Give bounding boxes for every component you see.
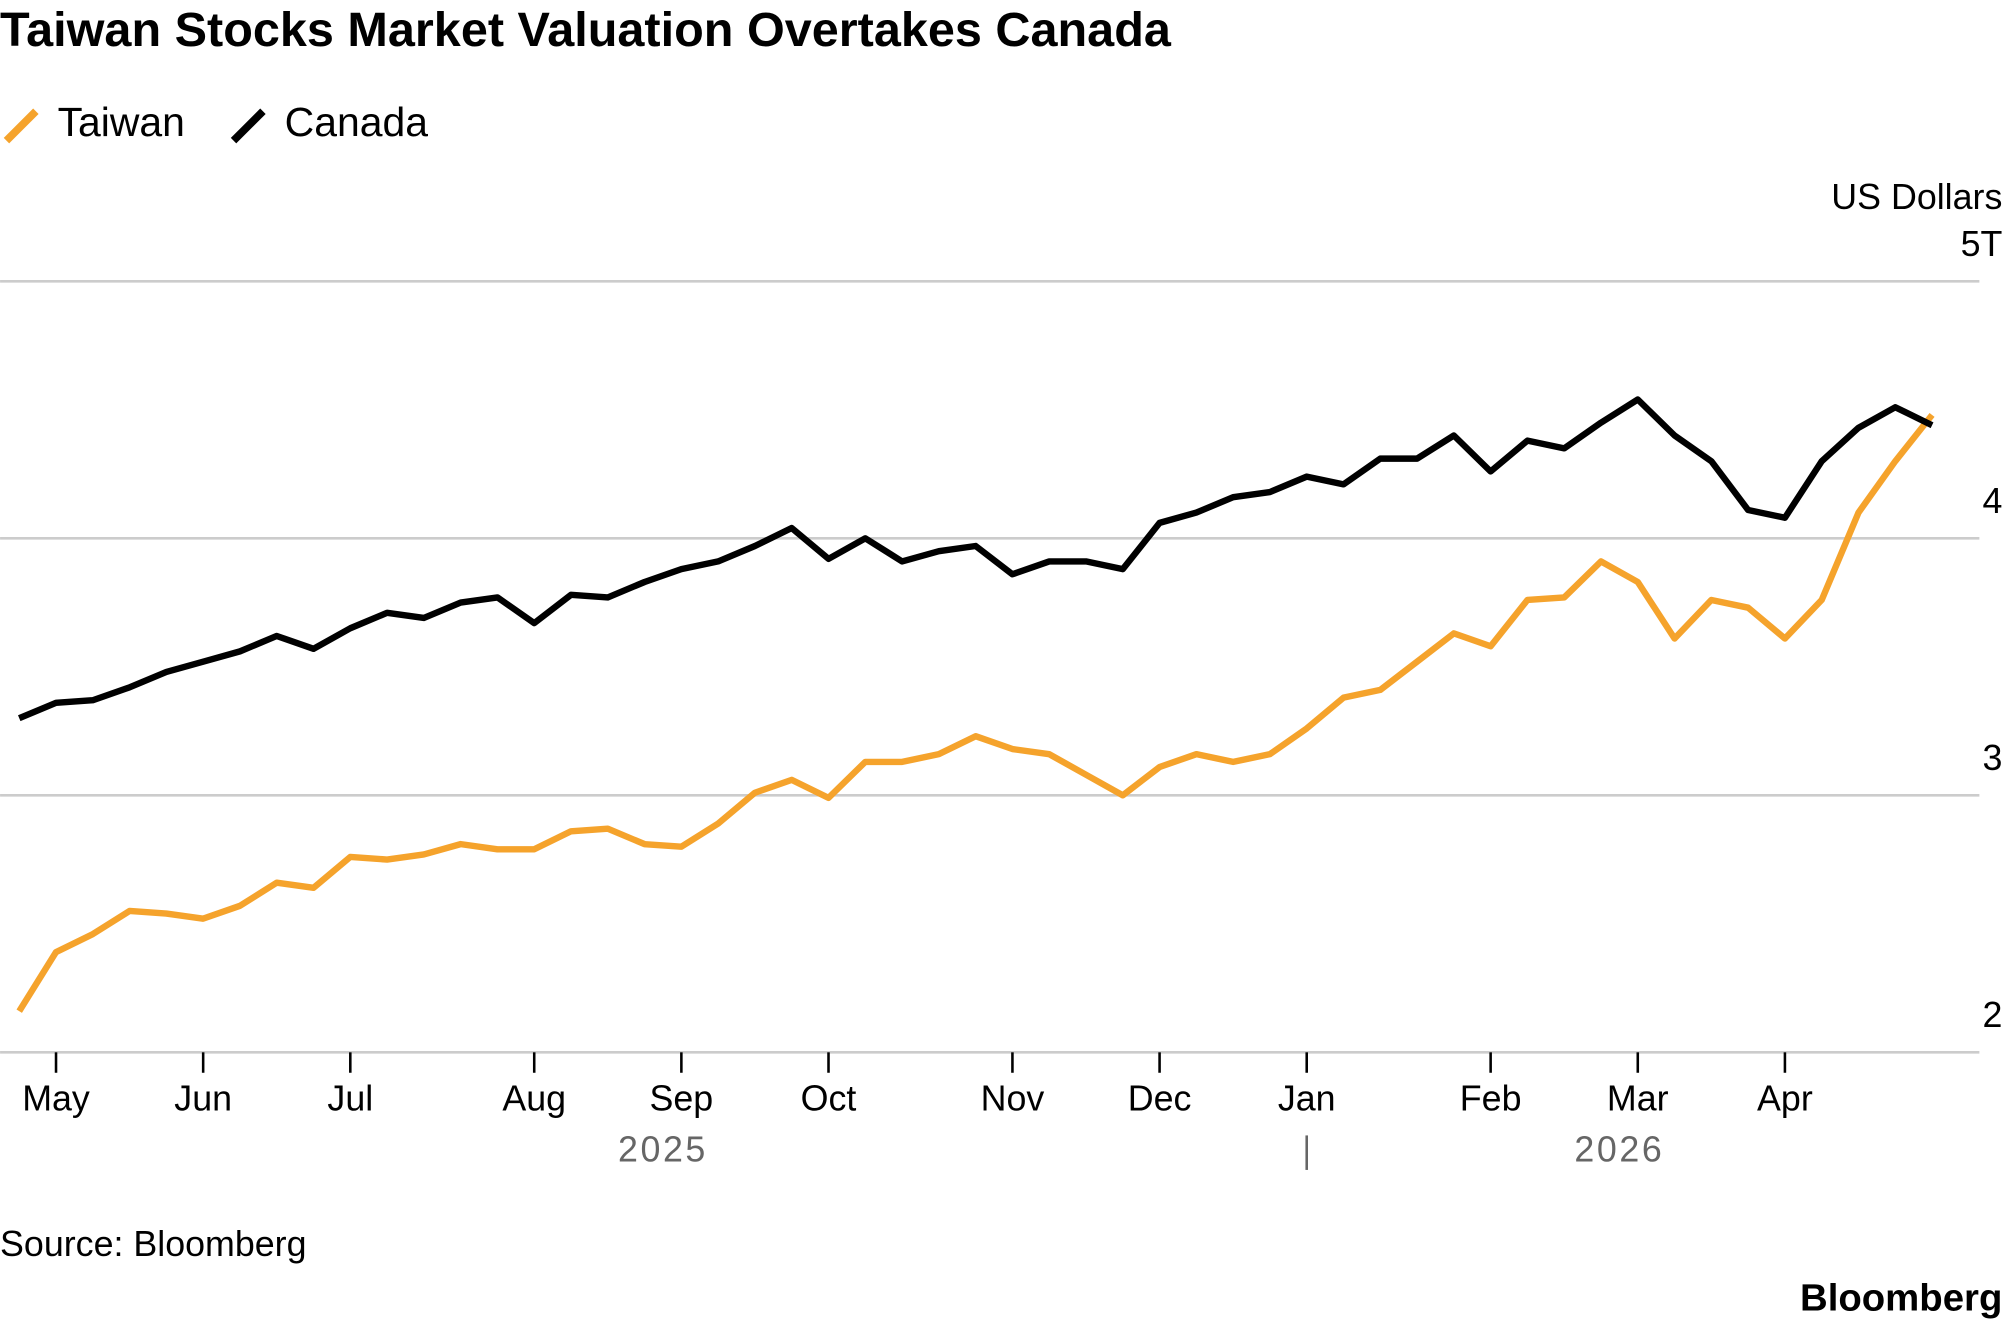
source: Source: Bloomberg — [0, 1224, 306, 1264]
y-tick-label: 5T — [1961, 224, 2003, 264]
chart-title: Taiwan Stocks Market Valuation Overtakes… — [0, 3, 1172, 57]
y-tick-label: 3 — [1982, 738, 2002, 778]
x-tick-label: Jun — [174, 1078, 232, 1118]
y-tick-label: 4 — [1982, 481, 2002, 521]
series-line — [16, 412, 1935, 1013]
x-tick-label: Apr — [1757, 1078, 1813, 1118]
x-tick-label: Mar — [1607, 1078, 1669, 1118]
y-tick-label: 2 — [1982, 995, 2002, 1035]
series-line — [18, 396, 1934, 722]
x-tick-label: May — [22, 1078, 90, 1118]
x-tick-label: Jan — [1278, 1078, 1336, 1118]
x-tick-label: Nov — [981, 1078, 1045, 1118]
brand: Bloomberg — [1800, 1276, 2002, 1319]
x-tick-label: Aug — [502, 1078, 566, 1118]
x-tick-label: Dec — [1128, 1078, 1192, 1118]
year-label: 2025 — [618, 1129, 708, 1169]
x-tick-label: Feb — [1460, 1078, 1522, 1118]
legend-swatch — [230, 108, 266, 144]
legend-label: Canada — [285, 99, 429, 145]
year-label: 2026 — [1574, 1129, 1664, 1169]
y-axis-label: US Dollars — [1831, 177, 2002, 217]
x-tick-label: Oct — [801, 1078, 857, 1118]
legend-label: Taiwan — [58, 99, 185, 145]
legend-swatch — [3, 108, 39, 144]
x-tick-label: Sep — [650, 1078, 714, 1118]
x-tick-label: Jul — [327, 1078, 373, 1118]
